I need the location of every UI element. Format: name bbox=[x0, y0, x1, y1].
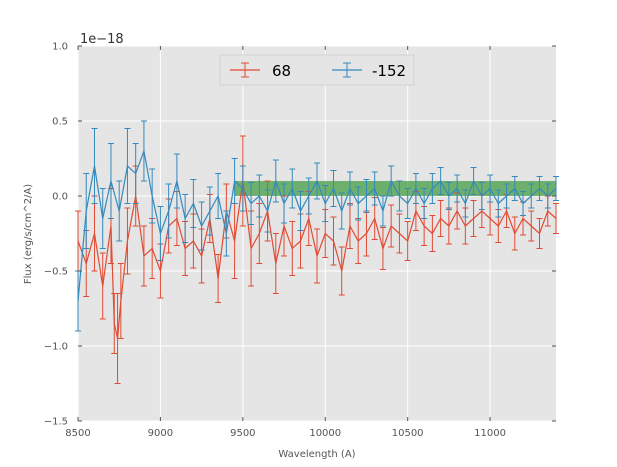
x-tick-label-3: 10000 bbox=[309, 428, 341, 439]
y-offset-label: 1e−18 bbox=[80, 32, 124, 47]
series-line-1 bbox=[77, 148, 557, 302]
y-axis-title: Flux (erg/s/cm^2/A) bbox=[23, 184, 34, 284]
legend-label-neg152: -152 bbox=[372, 62, 406, 80]
legend-key-68 bbox=[230, 62, 260, 78]
legend: 68 -152 bbox=[219, 54, 415, 86]
legend-key-neg152 bbox=[332, 62, 362, 78]
y-tick-label-5: 1.0 bbox=[52, 42, 68, 53]
y-tick-label-3: 0.0 bbox=[52, 192, 68, 203]
series-0 bbox=[75, 135, 559, 384]
legend-label-68: 68 bbox=[272, 62, 291, 80]
x-tick-label-1: 9000 bbox=[148, 428, 173, 439]
series-layer bbox=[75, 120, 559, 384]
series-1 bbox=[75, 120, 559, 332]
x-tick-label-0: 8500 bbox=[65, 428, 90, 439]
series-line-0 bbox=[77, 180, 557, 339]
y-tick-label-0: −1.5 bbox=[44, 417, 68, 428]
x-tick-label-4: 10500 bbox=[392, 428, 424, 439]
y-tick-label-1: −1.0 bbox=[44, 342, 68, 353]
y-tick-label-2: −0.5 bbox=[44, 267, 68, 278]
x-tick-label-5: 11000 bbox=[474, 428, 506, 439]
x-tick-label-2: 9500 bbox=[230, 428, 255, 439]
axis-ticks: 8500 9000 9500 10000 10500 11000 −1.5 −1.0 −0.5 0… bbox=[44, 42, 556, 439]
x-axis-title: Wavelength (A) bbox=[278, 449, 355, 460]
y-tick-label-4: 0.5 bbox=[52, 117, 68, 128]
